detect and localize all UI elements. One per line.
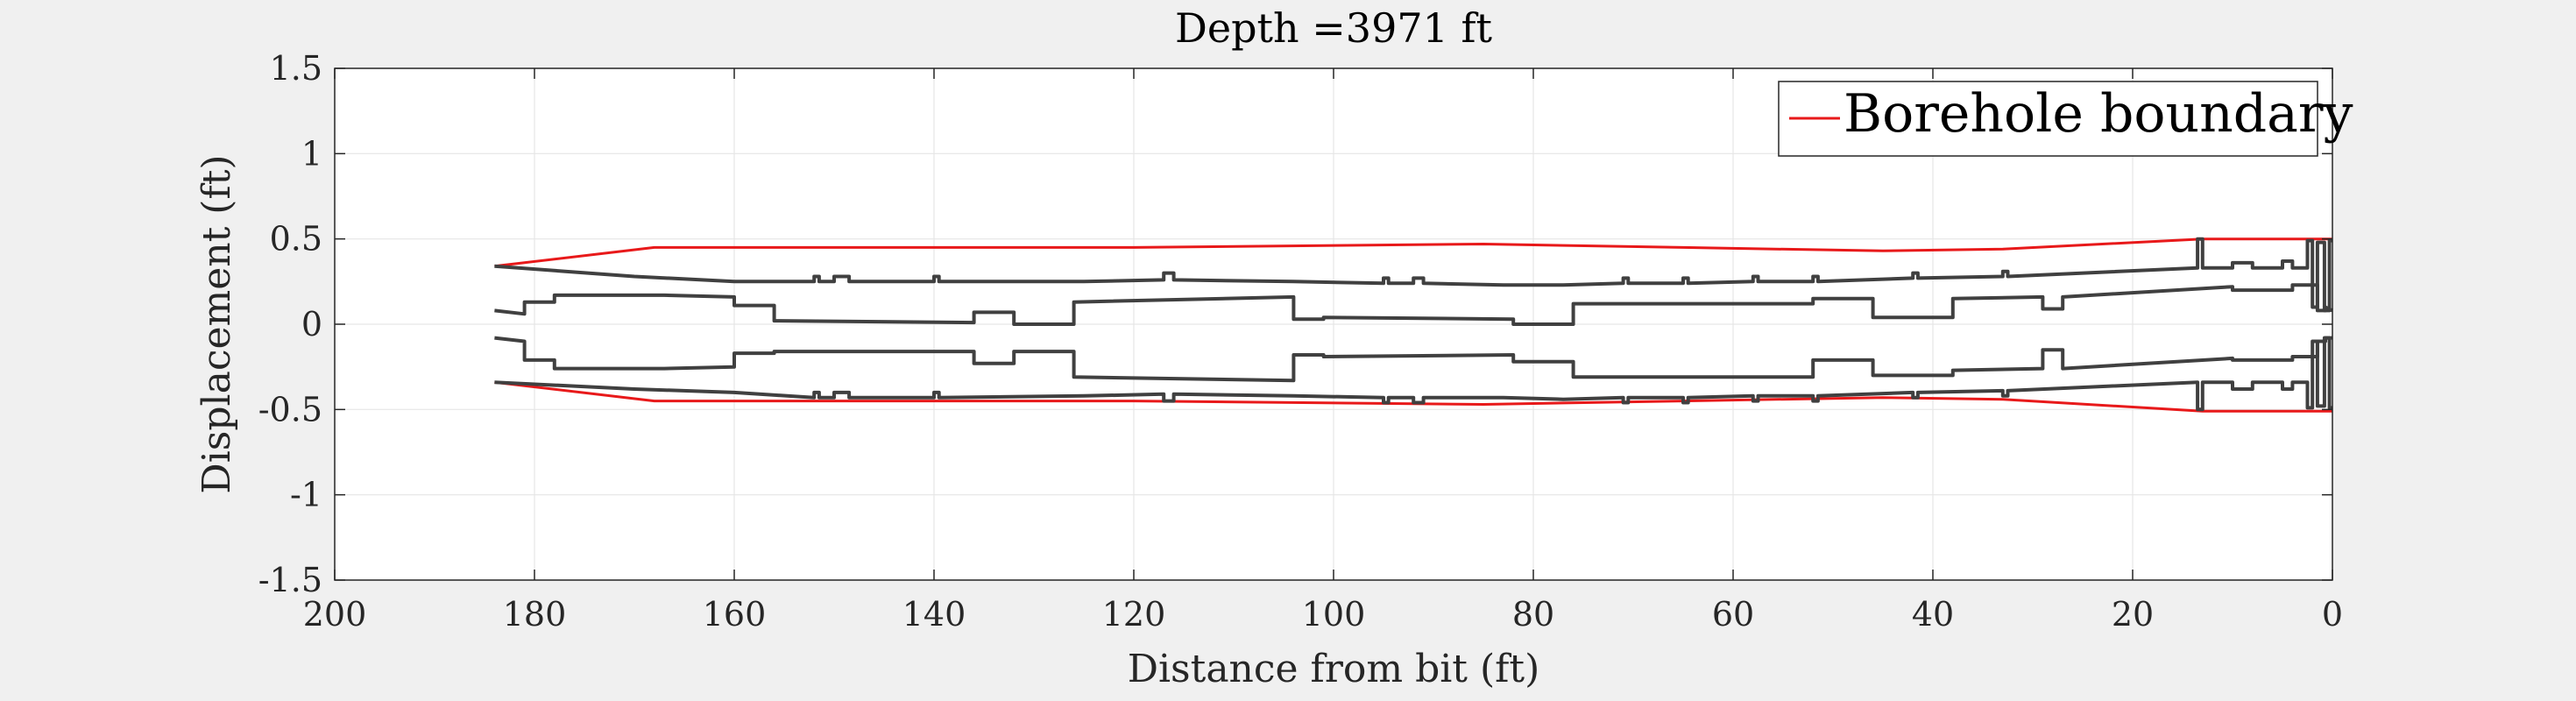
x-tick-label: 100 <box>1302 595 1366 634</box>
y-tick-label: 1 <box>301 134 322 173</box>
y-tick-label: 0 <box>301 305 322 343</box>
x-tick-label: 60 <box>1712 595 1754 634</box>
y-axis-title: Displacement (ft) <box>195 154 239 493</box>
y-tick-label: -0.5 <box>258 390 322 428</box>
drillstring-line-1 <box>494 237 2332 313</box>
borehole-boundary-line-1 <box>494 237 2332 268</box>
drillstring-line-4 <box>494 336 2332 412</box>
x-tick-label: 40 <box>1912 595 1954 634</box>
x-tick-label: 140 <box>902 595 966 634</box>
x-tick-label: 20 <box>2112 595 2154 634</box>
drillstring-line-2 <box>494 283 2333 326</box>
y-tick-label: -1.5 <box>258 561 322 599</box>
x-tick-label: 160 <box>703 595 767 634</box>
plot-series <box>494 237 2333 413</box>
y-tick-label: 1.5 <box>270 49 322 88</box>
x-tick-label: 180 <box>503 595 567 634</box>
legend-box <box>1778 81 2318 157</box>
x-tick-label: 0 <box>2322 595 2343 634</box>
legend-label: Borehole boundary <box>1844 83 2353 145</box>
x-tick-label: 80 <box>1512 595 1554 634</box>
drillstring-line-3 <box>494 336 2332 383</box>
legend: Borehole boundary <box>1778 81 2353 157</box>
x-tick-label: 120 <box>1102 595 1166 634</box>
x-tick-label: 200 <box>303 595 367 634</box>
y-tick-label: -1 <box>290 476 322 514</box>
ticks: 200 180 160 140 120 100 80 60 40 20 01.510.50-0.5-… <box>258 49 2343 634</box>
y-tick-label: 0.5 <box>270 220 322 258</box>
chart-title: Depth =3971 ft <box>1175 4 1493 52</box>
x-axis-title: Distance from bit (ft) <box>1128 647 1540 691</box>
